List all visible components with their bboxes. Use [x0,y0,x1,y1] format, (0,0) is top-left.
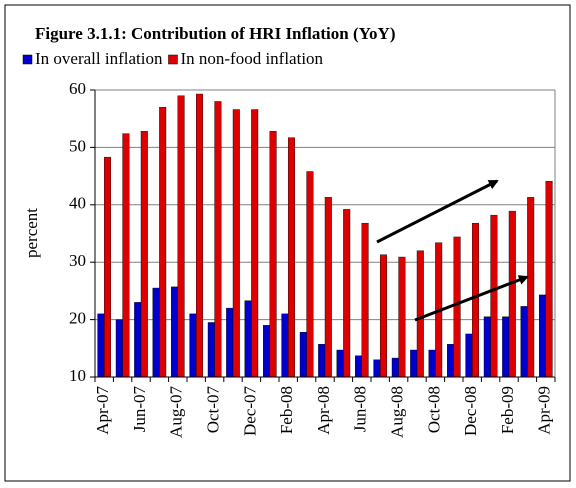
x-tick-label: Feb-08 [277,386,296,434]
bar [251,109,259,378]
bar [410,349,418,378]
x-tick-label: Jun-08 [351,386,370,432]
bar [97,313,105,378]
bar [527,197,535,378]
x-tick-label: Apr-09 [535,386,554,435]
bar [207,322,215,378]
bar [226,307,234,378]
bar [299,332,307,378]
x-tick-label: Apr-08 [314,386,333,435]
bar [159,107,167,378]
bar [244,300,252,378]
x-tick-label: Dec-08 [461,386,480,436]
bar [115,319,123,378]
bar [134,302,142,378]
bar [398,256,406,378]
bar [232,109,240,378]
legend-swatch [22,54,33,65]
bar [453,236,461,378]
bar [428,349,436,378]
bar [472,222,480,378]
bar [391,357,399,378]
chart-title: Figure 3.1.1: Contribution of HRI Inflat… [35,24,395,43]
plot: In overall inflation In non-food inflatio… [22,49,556,438]
legend-label: In non-food inflation [180,49,323,68]
bar [103,156,111,378]
bar [336,349,344,378]
bar [416,250,424,378]
y-axis-label: percent [22,208,41,258]
bar [140,131,148,378]
bar [269,131,277,378]
bar [263,325,271,378]
y-tick-label: 50 [69,136,86,155]
x-tick-label: Oct-08 [424,386,443,433]
bar [324,197,332,378]
x-tick-label: Dec-07 [240,386,259,437]
x-tick-label: Jun-07 [130,386,149,433]
bar [465,333,473,378]
bar [306,171,314,378]
arrow [376,179,499,244]
y-tick-label: 10 [69,366,86,385]
bar [355,355,363,378]
bar [195,93,203,378]
legend-label: In overall inflation [35,49,163,68]
frame [4,4,571,482]
bar [490,214,498,378]
bar [288,137,296,378]
bar [380,254,388,378]
legend-swatch [168,54,178,65]
bar [508,210,516,378]
bar [520,306,528,378]
y-tick-label: 40 [69,194,86,213]
x-tick-label: Aug-07 [167,386,186,438]
bar [545,181,553,378]
y-tick-label: 20 [69,309,86,328]
bar [170,286,178,378]
bar [343,209,351,378]
bar [122,133,130,378]
bar [447,344,455,378]
bar [373,359,381,378]
x-tick-label: Aug-08 [388,386,407,438]
bar [189,313,197,378]
bar [539,294,547,378]
bar [361,222,369,378]
x-tick-label: Apr-07 [93,386,112,435]
y-tick-label: 60 [69,79,86,98]
bar [502,316,510,378]
bar [483,316,491,378]
bar [177,95,185,378]
bar [318,344,326,378]
arrow [414,275,529,322]
bar [281,313,289,378]
x-tick-label: Feb-09 [498,386,517,434]
bar [152,287,160,378]
x-tick-label: Oct-07 [204,386,223,434]
y-tick-label: 30 [69,251,86,270]
bar [214,101,222,378]
